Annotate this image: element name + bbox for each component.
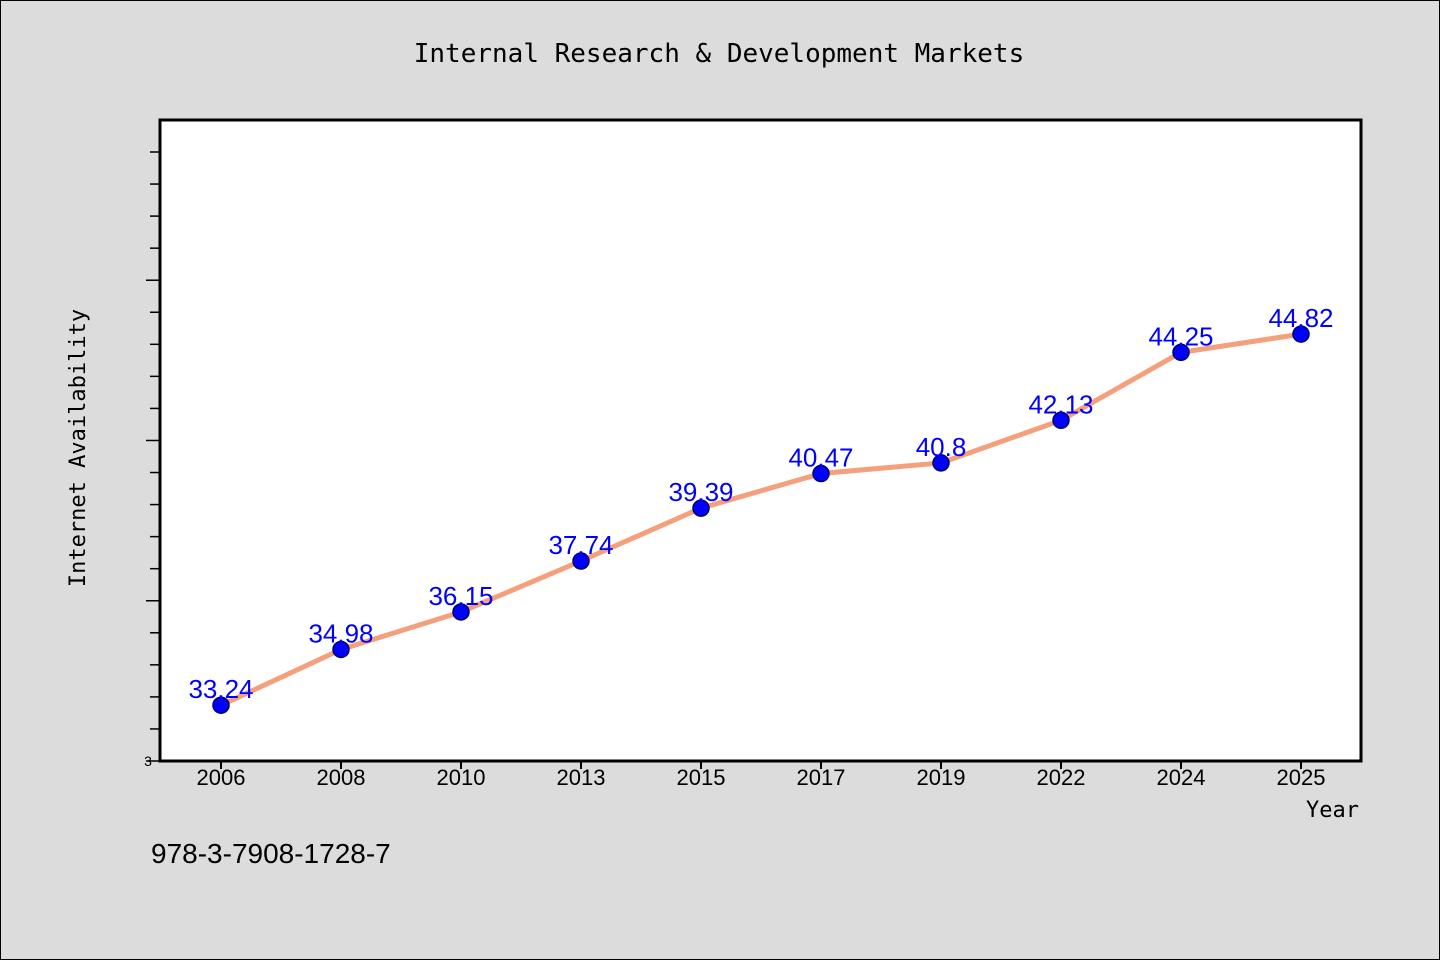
footnote-isbn: 978-3-7908-1728-7	[151, 838, 391, 869]
x-tick-label: 2019	[917, 765, 966, 790]
y-axis-ticks	[146, 151, 160, 762]
x-tick-label: 2013	[557, 765, 606, 790]
data-point-marker	[452, 603, 470, 621]
data-labels: 33.24 34.98 36.15 37.74 39.39 40.47 40.8 42.13 4…	[188, 303, 1333, 704]
x-tick-label: 2015	[677, 765, 726, 790]
x-tick-label: 2008	[317, 765, 366, 790]
data-label: 36.15	[428, 581, 493, 611]
x-tick-label: 2024	[1157, 765, 1206, 790]
x-tick-label: 2022	[1037, 765, 1086, 790]
data-label: 34.98	[308, 618, 373, 648]
data-point-marker	[932, 454, 950, 472]
x-tick-label: 2017	[797, 765, 846, 790]
data-point-marker	[692, 499, 710, 517]
data-point-marker	[1292, 325, 1310, 343]
data-point-marker	[332, 640, 350, 659]
x-tick-label: 2006	[197, 765, 246, 790]
data-label: 37.74	[548, 530, 613, 560]
y-axis-label: Internet Availability	[66, 309, 91, 587]
data-label: 42.13	[1028, 389, 1093, 419]
data-point-marker	[1172, 343, 1190, 362]
chart-title: Internal Research & Development Markets	[414, 39, 1024, 69]
data-label: 44.82	[1268, 303, 1333, 333]
data-markers	[212, 325, 1310, 714]
y-axis-tick-label: 3	[144, 753, 152, 769]
data-label: 39.39	[668, 477, 733, 507]
x-axis-label: Year	[1306, 798, 1359, 823]
data-label: 40.8	[916, 432, 967, 462]
series-line	[218, 331, 1304, 708]
data-label: 44.25	[1148, 321, 1213, 351]
data-point-marker	[212, 696, 230, 714]
data-label: 40.47	[788, 443, 853, 473]
plot-area	[158, 118, 1363, 763]
x-axis-tick-labels: 2006 2008 2010 2013 2015 2017 2019 2022 2024 2025	[197, 765, 1326, 790]
x-tick-label: 2025	[1277, 765, 1326, 790]
data-point-marker	[812, 464, 830, 483]
x-tick-label: 2010	[437, 765, 486, 790]
data-point-marker	[1052, 411, 1070, 430]
data-label: 33.24	[188, 674, 253, 704]
data-point-marker	[572, 552, 590, 570]
x-axis-ticks	[220, 761, 1302, 769]
